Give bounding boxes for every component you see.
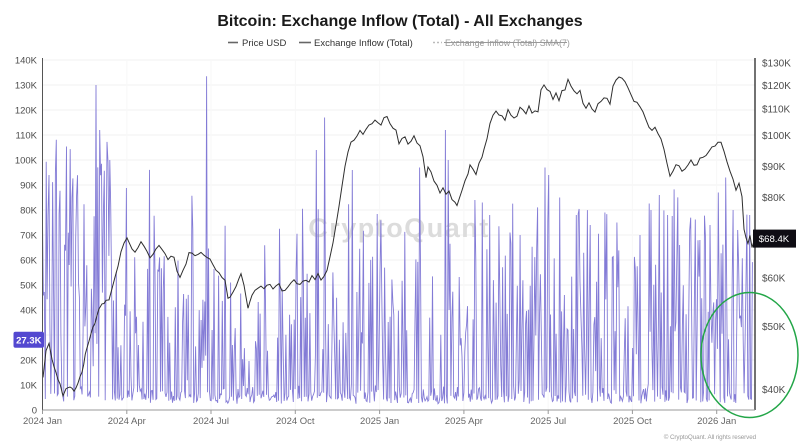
svg-text:© CryptoQuant. All rights rese: © CryptoQuant. All rights reserved bbox=[664, 433, 757, 441]
svg-text:100K: 100K bbox=[15, 156, 38, 167]
svg-text:Exchange Inflow (Total): Exchange Inflow (Total) bbox=[314, 38, 413, 49]
svg-text:50K: 50K bbox=[20, 281, 38, 292]
svg-text:$50K: $50K bbox=[762, 322, 786, 333]
svg-text:$100K: $100K bbox=[762, 131, 791, 142]
svg-text:2024 Jan: 2024 Jan bbox=[23, 416, 62, 427]
svg-text:2025 Jan: 2025 Jan bbox=[360, 416, 399, 427]
svg-text:2024 Apr: 2024 Apr bbox=[108, 416, 146, 427]
svg-text:CryptoQuant: CryptoQuant bbox=[308, 213, 490, 243]
svg-text:$110K: $110K bbox=[762, 105, 791, 116]
svg-text:$80K: $80K bbox=[762, 193, 786, 204]
svg-text:$40K: $40K bbox=[762, 385, 786, 396]
svg-text:40K: 40K bbox=[20, 306, 38, 317]
svg-text:90K: 90K bbox=[20, 181, 38, 192]
svg-text:2024 Oct: 2024 Oct bbox=[276, 416, 315, 427]
svg-text:2026 Jan: 2026 Jan bbox=[697, 416, 736, 427]
svg-text:2024 Jul: 2024 Jul bbox=[193, 416, 229, 427]
svg-text:140K: 140K bbox=[15, 56, 38, 67]
svg-text:2025 Apr: 2025 Apr bbox=[445, 416, 483, 427]
svg-text:0: 0 bbox=[32, 406, 37, 417]
svg-text:80K: 80K bbox=[20, 206, 38, 217]
svg-text:2025 Jul: 2025 Jul bbox=[530, 416, 566, 427]
svg-text:120K: 120K bbox=[15, 106, 38, 117]
svg-text:$60K: $60K bbox=[762, 273, 786, 284]
svg-text:20K: 20K bbox=[20, 356, 38, 367]
svg-text:Bitcoin: Exchange Inflow (Tota: Bitcoin: Exchange Inflow (Total) - All E… bbox=[217, 13, 582, 30]
svg-text:$120K: $120K bbox=[762, 81, 791, 92]
svg-text:$68.4K: $68.4K bbox=[759, 234, 790, 245]
svg-text:70K: 70K bbox=[20, 231, 38, 242]
svg-text:27.3K: 27.3K bbox=[16, 335, 41, 346]
svg-text:Price USD: Price USD bbox=[242, 38, 286, 49]
svg-text:$90K: $90K bbox=[762, 162, 786, 173]
svg-text:$130K: $130K bbox=[762, 59, 791, 70]
svg-text:130K: 130K bbox=[15, 81, 38, 92]
svg-text:2025 Oct: 2025 Oct bbox=[613, 416, 652, 427]
svg-text:10K: 10K bbox=[20, 381, 38, 392]
svg-text:110K: 110K bbox=[16, 131, 38, 142]
svg-text:60K: 60K bbox=[20, 256, 38, 267]
